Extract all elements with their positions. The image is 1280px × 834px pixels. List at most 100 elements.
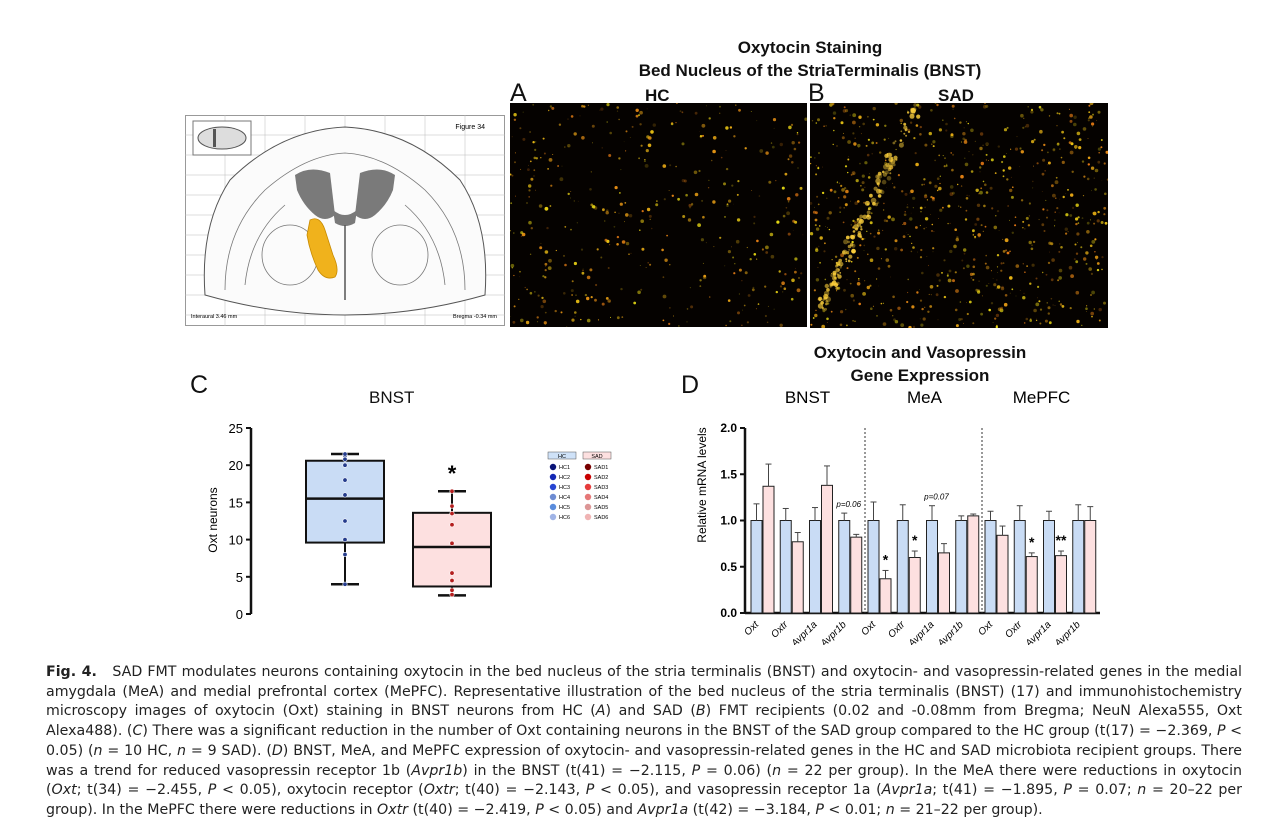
fluorescence-speck	[886, 187, 887, 189]
fluorescence-speck	[592, 142, 593, 144]
fluorescence-speck	[1101, 268, 1103, 271]
fluorescence-speck	[900, 323, 905, 327]
fluorescence-speck	[618, 212, 620, 214]
fluorescence-speck	[1004, 294, 1008, 297]
fluorescence-speck	[949, 249, 953, 254]
fluorescence-speck	[947, 278, 952, 283]
fluorescence-speck	[589, 188, 592, 191]
fluorescence-speck	[907, 110, 909, 112]
fluorescence-speck	[1088, 267, 1092, 271]
fluorescence-speck	[1002, 250, 1006, 253]
fluorescence-speck	[1100, 139, 1103, 141]
fluorescence-speck	[890, 276, 891, 278]
fluorescence-speck	[586, 275, 591, 280]
fluorescence-speck	[570, 228, 572, 231]
fluorescence-speck	[1094, 168, 1099, 173]
fluorescence-speck	[594, 298, 597, 302]
fluorescence-speck	[772, 118, 777, 122]
fluorescence-speck	[1052, 193, 1056, 198]
fluorescence-speck	[852, 319, 854, 322]
fluorescence-speck	[1044, 319, 1048, 323]
fluorescence-speck	[1082, 127, 1087, 131]
fluorescence-speck	[972, 229, 975, 233]
fluorescence-band-speck	[836, 281, 840, 286]
fluorescence-speck	[818, 245, 820, 247]
fluorescence-speck	[664, 258, 668, 262]
fluorescence-speck	[614, 211, 616, 214]
fluorescence-speck	[753, 215, 756, 218]
fluorescence-band-speck	[884, 170, 889, 175]
fluorescence-speck	[770, 142, 773, 144]
fluorescence-speck	[625, 130, 628, 133]
fluorescence-speck	[1100, 146, 1103, 149]
fluorescence-speck	[854, 137, 856, 139]
fluorescence-speck	[544, 269, 547, 272]
fluorescence-speck	[974, 223, 978, 226]
fluorescence-speck	[928, 293, 930, 295]
fluorescence-speck	[1096, 262, 1100, 265]
fluorescence-band-speck	[848, 254, 853, 259]
fluorescence-speck	[733, 135, 736, 138]
fluorescence-speck	[616, 106, 619, 109]
fluorescence-speck	[984, 183, 987, 187]
fluorescence-speck	[857, 200, 860, 203]
fluorescence-speck	[1022, 220, 1025, 223]
fluorescence-band-speck	[903, 132, 906, 135]
fluorescence-speck	[773, 308, 775, 310]
fluorescence-speck	[936, 273, 940, 277]
fluorescence-speck	[1065, 193, 1067, 195]
fluorescence-speck	[931, 230, 933, 232]
fluorescence-speck	[849, 114, 851, 116]
fluorescence-band-speck	[824, 283, 829, 289]
fluorescence-speck	[1074, 145, 1078, 149]
fluorescence-speck	[1106, 178, 1109, 181]
fluorescence-band-speck	[845, 260, 848, 262]
fluorescence-speck	[909, 217, 913, 221]
fluorescence-speck	[662, 276, 665, 279]
fluorescence-speck	[574, 311, 577, 314]
panel-d-bar	[984, 520, 997, 614]
panel-c-data-point	[449, 570, 455, 576]
fluorescence-speck	[873, 235, 876, 238]
fluorescence-speck	[529, 291, 533, 295]
fluorescence-band-speck	[876, 188, 881, 194]
fluorescence-speck	[804, 117, 808, 121]
fluorescence-speck	[959, 121, 962, 124]
fluorescence-speck	[682, 215, 686, 218]
fluorescence-band-speck	[837, 274, 842, 279]
fluorescence-speck	[606, 121, 608, 123]
legend-hc-dot	[549, 503, 557, 511]
fluorescence-speck	[938, 218, 939, 219]
fluorescence-speck	[894, 320, 899, 324]
fluorescence-speck	[902, 235, 906, 239]
fluorescence-speck	[690, 203, 694, 206]
fluorescence-speck	[938, 128, 942, 132]
fluorescence-speck	[581, 104, 584, 108]
fluorescence-band-speck	[880, 190, 885, 195]
fluorescence-speck	[796, 132, 799, 134]
panel-d-xtick-label: Oxtr	[886, 619, 908, 641]
fluorescence-speck	[573, 261, 577, 266]
fluorescence-speck	[924, 306, 926, 308]
fluorescence-speck	[936, 189, 939, 192]
fluorescence-speck	[678, 325, 680, 327]
fluorescence-speck	[871, 153, 873, 155]
panel-label-b: B	[808, 79, 825, 107]
fluorescence-speck	[883, 138, 886, 141]
fluorescence-speck	[1081, 324, 1083, 326]
fluorescence-band-speck	[821, 306, 824, 310]
fluorescence-speck	[859, 162, 861, 165]
fluorescence-speck	[543, 321, 547, 325]
fluorescence-band-speck	[840, 265, 843, 267]
fluorescence-speck	[1071, 170, 1074, 173]
fluorescence-speck	[968, 300, 972, 304]
fluorescence-speck	[755, 308, 757, 310]
fluorescence-speck	[576, 222, 578, 224]
fluorescence-band-speck	[856, 222, 862, 227]
fluorescence-speck	[936, 284, 939, 287]
fluorescence-speck	[825, 125, 827, 127]
fluorescence-speck	[1024, 126, 1027, 128]
fluorescence-speck	[882, 322, 887, 326]
fluorescence-speck	[946, 163, 948, 165]
fluorescence-speck	[843, 132, 844, 134]
